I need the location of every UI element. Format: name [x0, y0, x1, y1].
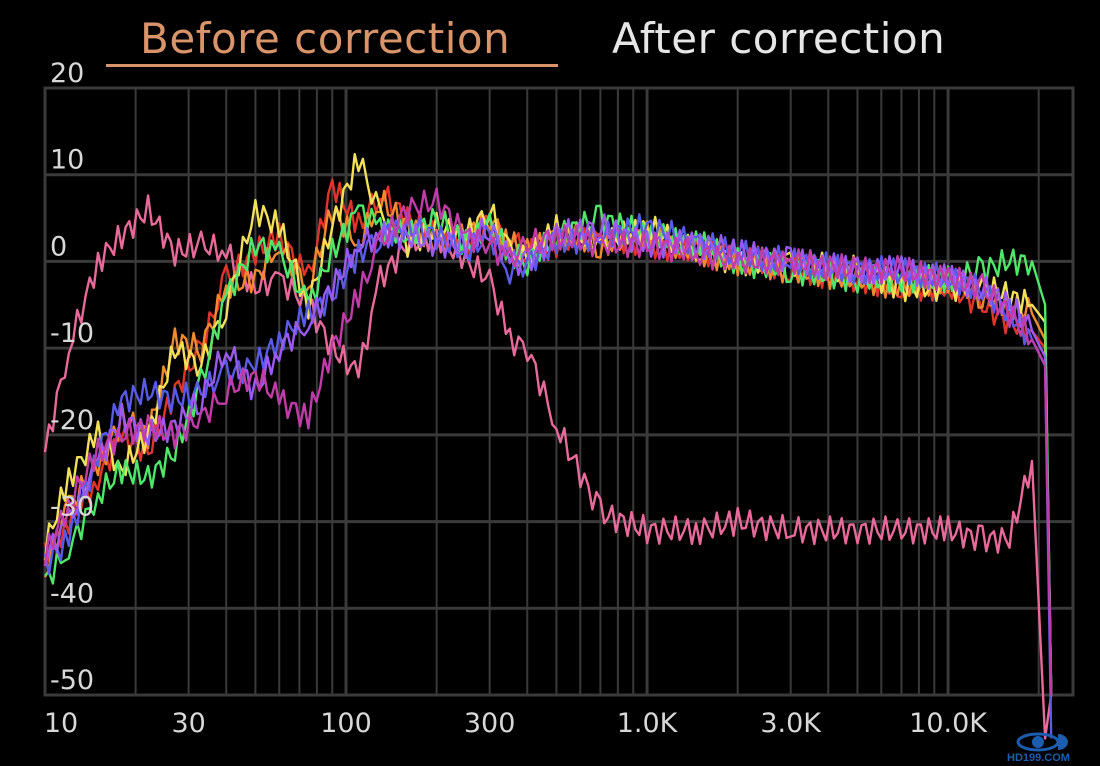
x-tick-label: 1.0K — [617, 708, 679, 739]
y-tick-label: -50 — [50, 665, 94, 696]
series-line-magenta — [43, 187, 1053, 696]
grid — [43, 86, 1075, 697]
series-line-pink — [43, 194, 1053, 740]
tab-after-correction[interactable]: After correction — [612, 14, 946, 63]
series-line-green — [44, 204, 1053, 696]
series-lines — [43, 153, 1053, 740]
x-tick-label: 300 — [464, 708, 516, 739]
watermark-logo-icon — [1016, 732, 1068, 752]
x-tick-label: 10.0K — [909, 708, 988, 739]
x-tick-label: 3.0K — [760, 708, 822, 739]
y-tick-label: -20 — [50, 405, 94, 436]
series-line-purple — [43, 213, 1053, 696]
x-tick-label: 100 — [320, 708, 372, 739]
watermark-text: HD199.COM — [1007, 752, 1070, 764]
series-line-blue — [43, 211, 1053, 739]
x-tick-label: 10 — [44, 708, 78, 739]
active-tab-underline — [106, 64, 558, 67]
y-tick-label: 20 — [50, 58, 84, 89]
tab-before-correction[interactable]: Before correction — [140, 14, 511, 63]
x-tick-label: 30 — [171, 708, 205, 739]
y-tick-label: 10 — [50, 145, 84, 176]
y-tick-label: -30 — [50, 492, 94, 523]
y-tick-label: -10 — [50, 318, 94, 349]
y-tick-label: -40 — [50, 578, 94, 609]
y-tick-label: 0 — [50, 231, 67, 262]
